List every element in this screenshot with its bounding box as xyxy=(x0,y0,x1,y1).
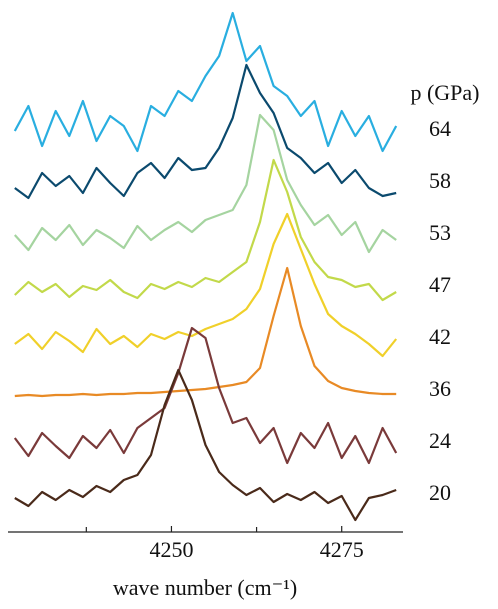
x-tick-label: 4250 xyxy=(149,537,193,562)
spectrum-line xyxy=(13,326,398,465)
spectrum-line xyxy=(14,212,398,358)
legend-label: 47 xyxy=(429,272,451,297)
spectrum-line xyxy=(14,158,397,302)
legend-label: 24 xyxy=(429,428,451,453)
legend-title: p (GPa) xyxy=(410,80,479,105)
spectrum-line xyxy=(13,11,398,153)
legend-label: 20 xyxy=(429,480,451,505)
x-tick-label: 4275 xyxy=(320,537,364,562)
legend-label: 53 xyxy=(429,220,451,245)
legend-label: 64 xyxy=(429,116,451,141)
legend-label: 36 xyxy=(429,376,451,401)
legend-label: 42 xyxy=(429,324,451,349)
legend-label: 58 xyxy=(429,168,451,193)
spectrum-line xyxy=(14,63,397,200)
spectrum-line xyxy=(14,266,397,398)
x-axis-title: wave number (cm⁻¹) xyxy=(113,575,297,600)
spectrum-line xyxy=(13,113,397,254)
spectrum-line xyxy=(14,368,397,522)
